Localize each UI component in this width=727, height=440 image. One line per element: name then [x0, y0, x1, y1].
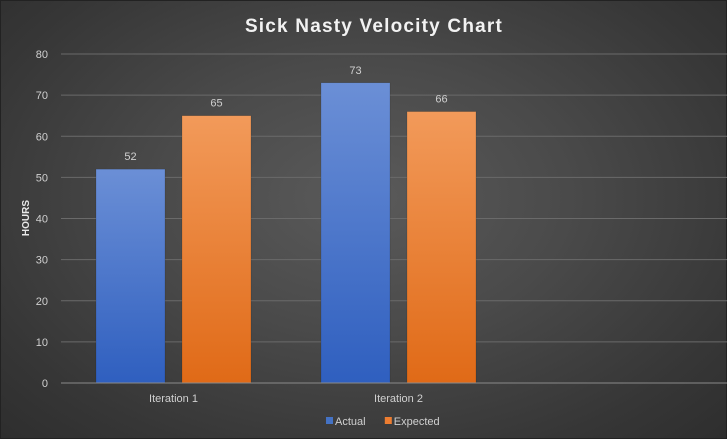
legend-label-expected: Expected — [394, 416, 440, 428]
data-labels: 52 65 73 66 — [124, 65, 447, 163]
data-label: 52 — [124, 151, 136, 163]
y-tick-label: 50 — [36, 172, 48, 184]
bar-expected-2 — [406, 111, 477, 384]
x-tick-label: Iteration 1 — [149, 393, 198, 405]
y-tick-label: 70 — [36, 90, 48, 102]
y-tick-label: 10 — [36, 337, 48, 349]
y-axis-title: HOURS — [21, 200, 32, 236]
bar-actual-1 — [95, 168, 166, 384]
legend-swatch-actual — [326, 417, 333, 424]
bar-actual-2 — [320, 82, 391, 384]
bar-expected-1 — [181, 115, 252, 384]
y-tick-label: 20 — [36, 296, 48, 308]
y-tick-label: 80 — [36, 49, 48, 61]
gridlines — [61, 53, 727, 343]
y-tick-label: 0 — [42, 378, 48, 390]
y-axis-ticks: 0 10 20 30 40 50 60 70 80 — [36, 49, 48, 390]
y-tick-label: 60 — [36, 131, 48, 143]
data-label: 73 — [349, 65, 361, 77]
legend-label-actual: Actual — [335, 416, 366, 428]
x-axis-ticks: Iteration 1 Iteration 2 — [149, 393, 423, 405]
bars — [95, 82, 477, 384]
legend-swatch-expected — [384, 417, 392, 424]
y-tick-label: 40 — [36, 214, 48, 226]
data-label: 66 — [435, 94, 447, 106]
legend: Actual Expected — [326, 416, 440, 428]
data-label: 65 — [210, 98, 222, 110]
y-tick-label: 30 — [36, 255, 48, 267]
x-tick-label: Iteration 2 — [374, 393, 423, 405]
chart-title: Sick Nasty Velocity Chart — [245, 16, 503, 37]
